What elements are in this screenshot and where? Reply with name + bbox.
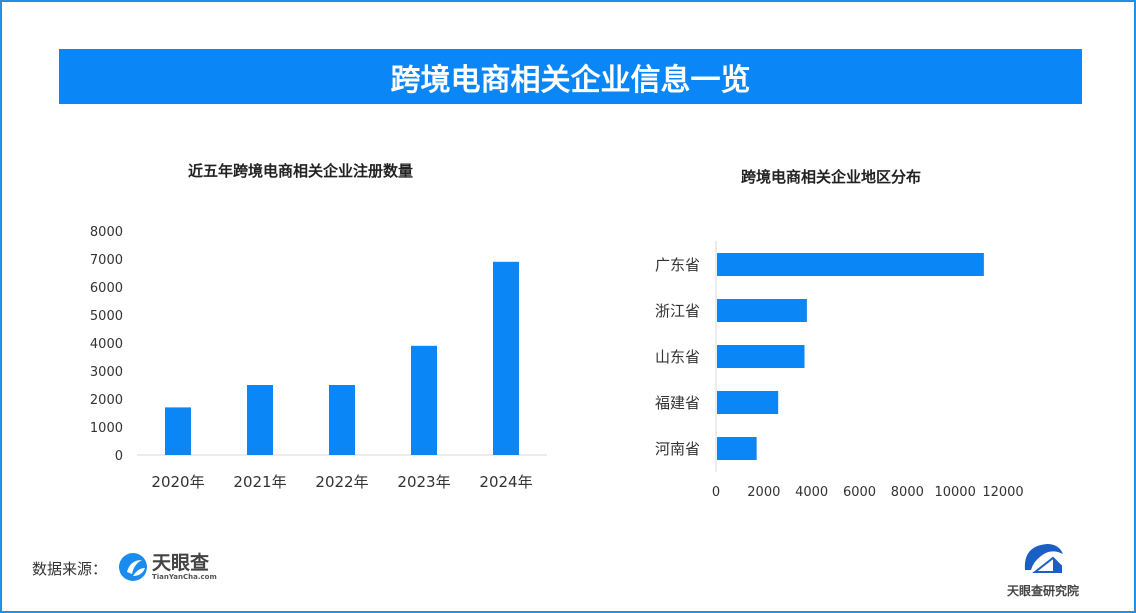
bar-浙江省 bbox=[717, 299, 807, 322]
x-tick-label: 6000 bbox=[843, 485, 876, 500]
y-tick-label: 3000 bbox=[90, 365, 123, 380]
y-tick-label: 河南省 bbox=[655, 440, 700, 458]
institute-logo-icon bbox=[1024, 544, 1063, 573]
bar-2024年 bbox=[493, 261, 519, 455]
source-label: 数据来源： bbox=[32, 560, 108, 578]
chart2-title: 跨境电商相关企业地区分布 bbox=[741, 168, 922, 186]
y-tick-label: 2000 bbox=[90, 393, 123, 408]
y-tick-label: 8000 bbox=[90, 225, 123, 240]
y-tick-label: 5000 bbox=[90, 309, 123, 324]
y-tick-label: 6000 bbox=[90, 281, 123, 296]
x-tick-label: 0 bbox=[712, 485, 720, 500]
x-tick-label: 2024年 bbox=[479, 473, 532, 491]
bar-河南省 bbox=[717, 437, 757, 460]
x-tick-label: 2020年 bbox=[151, 473, 204, 491]
x-tick-label: 2000 bbox=[747, 485, 780, 500]
bar-山东省 bbox=[717, 345, 805, 368]
logo-name: 天眼查 bbox=[152, 552, 210, 574]
x-tick-label: 10000 bbox=[934, 485, 975, 500]
y-tick-label: 7000 bbox=[90, 253, 123, 268]
y-tick-label: 1000 bbox=[90, 421, 123, 436]
x-tick-label: 12000 bbox=[982, 485, 1023, 500]
y-tick-label: 福建省 bbox=[655, 394, 700, 412]
bar-2021年 bbox=[247, 385, 273, 455]
bar-福建省 bbox=[717, 391, 779, 414]
chart1-title: 近五年跨境电商相关企业注册数量 bbox=[188, 162, 414, 180]
institute-name: 天眼查研究院 bbox=[1006, 584, 1079, 598]
tianyancha-logo-icon bbox=[119, 553, 147, 581]
x-tick-label: 8000 bbox=[891, 485, 924, 500]
y-tick-label: 4000 bbox=[90, 337, 123, 352]
x-tick-label: 2023年 bbox=[397, 473, 450, 491]
bar-2022年 bbox=[329, 385, 355, 455]
bar-2020年 bbox=[165, 407, 191, 455]
y-tick-label: 0 bbox=[115, 449, 123, 464]
bar-2023年 bbox=[411, 345, 437, 455]
y-tick-label: 浙江省 bbox=[655, 302, 700, 320]
page-title: 跨境电商相关企业信息一览 bbox=[59, 49, 1082, 104]
logo-url: TianYanCha.com bbox=[152, 573, 217, 581]
x-tick-label: 2021年 bbox=[233, 473, 286, 491]
x-tick-label: 2022年 bbox=[315, 473, 368, 491]
bar-广东省 bbox=[717, 253, 984, 276]
y-tick-label: 山东省 bbox=[655, 348, 700, 366]
institute-logo: 天眼查研究院 bbox=[1003, 540, 1083, 599]
tianyancha-logo: 天眼查 TianYanCha.com bbox=[118, 552, 217, 582]
x-tick-label: 4000 bbox=[795, 485, 828, 500]
y-tick-label: 广东省 bbox=[655, 256, 700, 274]
